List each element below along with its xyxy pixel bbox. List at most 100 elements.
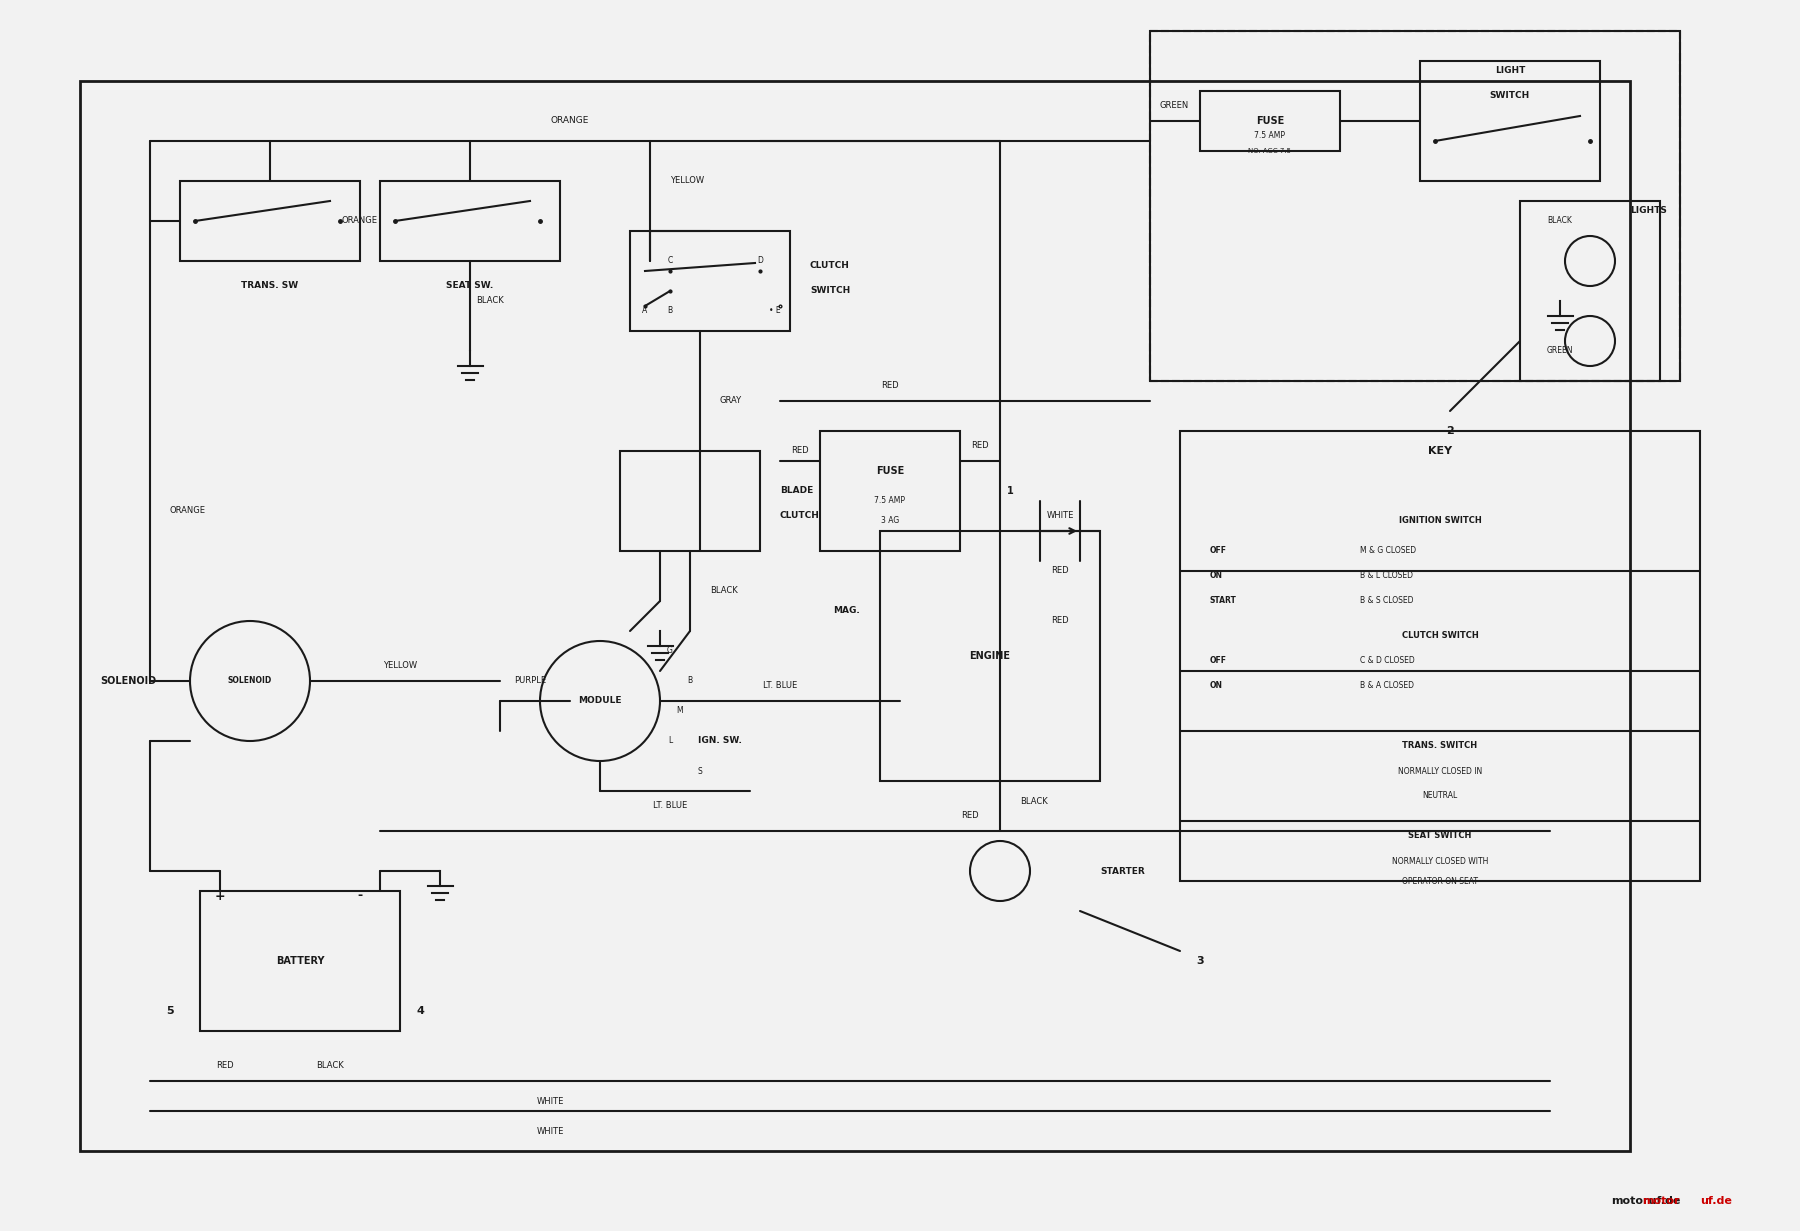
Text: OFF: OFF: [1210, 656, 1228, 666]
Text: NORMALLY CLOSED IN: NORMALLY CLOSED IN: [1399, 767, 1481, 776]
Text: IGN. SW.: IGN. SW.: [698, 736, 742, 746]
Text: SOLENOID: SOLENOID: [101, 676, 157, 686]
Text: TRANS. SWITCH: TRANS. SWITCH: [1402, 741, 1478, 751]
Text: TRANS. SW: TRANS. SW: [241, 282, 299, 291]
Text: IGNITION SWITCH: IGNITION SWITCH: [1399, 517, 1481, 526]
Text: BLADE: BLADE: [779, 486, 814, 496]
Text: CLUTCH: CLUTCH: [810, 261, 850, 271]
Text: ORANGE: ORANGE: [169, 506, 205, 516]
Text: YELLOW: YELLOW: [383, 661, 418, 671]
Text: WHITE: WHITE: [536, 1126, 563, 1135]
Bar: [619, 451, 760, 551]
Text: GRAY: GRAY: [720, 396, 742, 405]
Text: SEAT SWITCH: SEAT SWITCH: [1408, 831, 1472, 841]
Text: 4: 4: [416, 1006, 425, 1016]
Bar: [821, 431, 959, 551]
Text: B: B: [668, 307, 673, 315]
Bar: [180, 181, 360, 261]
Text: SOLENOID: SOLENOID: [229, 677, 272, 686]
Bar: [1181, 431, 1699, 881]
Bar: [1519, 201, 1660, 382]
Bar: [1150, 31, 1679, 382]
Text: A: A: [643, 307, 648, 315]
Text: M: M: [677, 707, 684, 715]
Text: ON: ON: [1210, 682, 1222, 691]
Text: LIGHTS: LIGHTS: [1631, 207, 1667, 215]
Text: D: D: [758, 256, 763, 266]
Text: ORANGE: ORANGE: [342, 217, 378, 225]
Text: START: START: [1210, 597, 1237, 606]
Text: NO. AGC 7.5: NO. AGC 7.5: [1249, 148, 1292, 154]
Text: OPERATOR ON SEAT: OPERATOR ON SEAT: [1402, 876, 1478, 885]
Text: B & S CLOSED: B & S CLOSED: [1361, 597, 1413, 606]
Text: RED: RED: [792, 447, 808, 455]
Text: motor: motor: [1642, 1197, 1679, 1206]
Text: GREEN: GREEN: [1546, 346, 1573, 356]
Text: SWITCH: SWITCH: [1490, 91, 1530, 101]
Text: 3 AG: 3 AG: [880, 517, 900, 526]
Text: YELLOW: YELLOW: [670, 176, 704, 186]
Bar: [1150, 31, 1679, 382]
Text: STARTER: STARTER: [1100, 867, 1145, 875]
Text: BLACK: BLACK: [709, 586, 738, 596]
Text: 7.5 AMP: 7.5 AMP: [875, 496, 905, 506]
Text: C & D CLOSED: C & D CLOSED: [1361, 656, 1415, 666]
Text: B: B: [688, 677, 693, 686]
Text: WHITE: WHITE: [536, 1097, 563, 1105]
Text: RED: RED: [216, 1061, 234, 1071]
Text: ORANGE: ORANGE: [551, 117, 589, 126]
Text: BLACK: BLACK: [317, 1061, 344, 1071]
Text: RED: RED: [972, 442, 988, 451]
Text: MAG.: MAG.: [833, 607, 860, 616]
Text: RED: RED: [961, 811, 979, 821]
Text: CLUTCH SWITCH: CLUTCH SWITCH: [1402, 632, 1478, 640]
Text: LT. BLUE: LT. BLUE: [763, 682, 797, 691]
Text: FUSE: FUSE: [877, 467, 904, 476]
Text: KEY: KEY: [1427, 446, 1453, 455]
Text: GREEN: GREEN: [1159, 101, 1190, 111]
Text: NEUTRAL: NEUTRAL: [1422, 792, 1458, 800]
Bar: [1420, 62, 1600, 181]
Text: RED: RED: [1051, 617, 1069, 625]
Text: LT. BLUE: LT. BLUE: [653, 801, 688, 810]
Bar: [1201, 91, 1339, 151]
Text: +: +: [214, 890, 225, 902]
Text: CLUTCH: CLUTCH: [779, 512, 819, 521]
Text: NORMALLY CLOSED WITH: NORMALLY CLOSED WITH: [1391, 857, 1489, 865]
Text: BLACK: BLACK: [1548, 217, 1573, 225]
Text: motoruf.de: motoruf.de: [1611, 1197, 1679, 1206]
Text: RED: RED: [882, 382, 898, 390]
Text: ENGINE: ENGINE: [970, 651, 1010, 661]
Text: 1: 1: [1006, 486, 1013, 496]
Text: ON: ON: [1210, 571, 1222, 581]
Text: FUSE: FUSE: [1256, 116, 1283, 126]
Text: S: S: [698, 767, 702, 776]
Bar: [380, 181, 560, 261]
Text: C: C: [668, 256, 673, 266]
Text: -: -: [358, 890, 362, 902]
Text: 2: 2: [1445, 426, 1454, 436]
Text: B & A CLOSED: B & A CLOSED: [1361, 682, 1415, 691]
Text: BLACK: BLACK: [477, 297, 504, 305]
Text: • E: • E: [769, 307, 781, 315]
Text: SEAT SW.: SEAT SW.: [446, 282, 493, 291]
Text: 5: 5: [166, 1006, 175, 1016]
Bar: [200, 891, 400, 1032]
Text: L: L: [668, 736, 671, 746]
Text: BATTERY: BATTERY: [275, 956, 324, 966]
Text: WHITE: WHITE: [1046, 512, 1073, 521]
Text: 3: 3: [1197, 956, 1204, 966]
Text: 7.5 AMP: 7.5 AMP: [1255, 132, 1285, 140]
Bar: [630, 231, 790, 331]
Bar: [79, 81, 1631, 1151]
Text: SWITCH: SWITCH: [810, 287, 850, 295]
Text: BLACK: BLACK: [1021, 796, 1048, 805]
Text: uf.de: uf.de: [1699, 1197, 1732, 1206]
Bar: [880, 531, 1100, 780]
Text: PURPLE: PURPLE: [515, 677, 545, 686]
Text: MODULE: MODULE: [578, 697, 621, 705]
Text: LIGHT: LIGHT: [1494, 66, 1525, 75]
Text: OFF: OFF: [1210, 547, 1228, 555]
Text: B & L CLOSED: B & L CLOSED: [1361, 571, 1413, 581]
Text: G: G: [668, 646, 673, 655]
